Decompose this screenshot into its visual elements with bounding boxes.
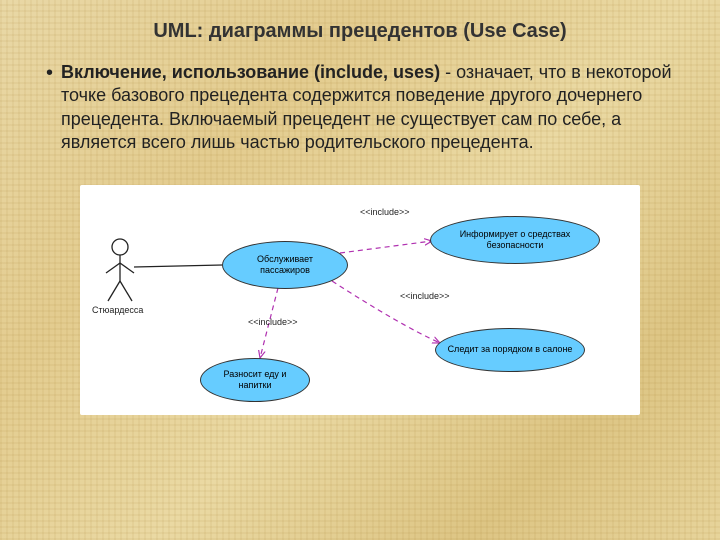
- bullet-text: Включение, использование (include, uses)…: [61, 61, 680, 155]
- node-safety: Информирует о средствах безопасности: [430, 216, 600, 264]
- bullet-item: • Включение, использование (include, use…: [40, 61, 680, 155]
- usecase-diagram: Стюардесса Обслуживает пассажиров Разнос…: [80, 185, 640, 415]
- slide-title: UML: диаграммы прецедентов (Use Case): [40, 20, 680, 43]
- node-order: Следит за порядком в салоне: [435, 328, 585, 372]
- node-food: Разносит еду и напитки: [200, 358, 310, 402]
- actor-label: Стюардесса: [92, 305, 143, 315]
- edge-label-order: <<include>>: [400, 291, 450, 301]
- bullet-marker: •: [40, 61, 53, 155]
- edge-label-safety: <<include>>: [360, 207, 410, 217]
- edge-actor-serve: [134, 265, 222, 267]
- bullet-lead: Включение, использование (include, uses): [61, 62, 440, 82]
- node-serve: Обслуживает пассажиров: [222, 241, 348, 289]
- actor-figure: [106, 239, 134, 301]
- edge-serve-safety: [340, 241, 432, 253]
- edge-label-food: <<include>>: [248, 317, 298, 327]
